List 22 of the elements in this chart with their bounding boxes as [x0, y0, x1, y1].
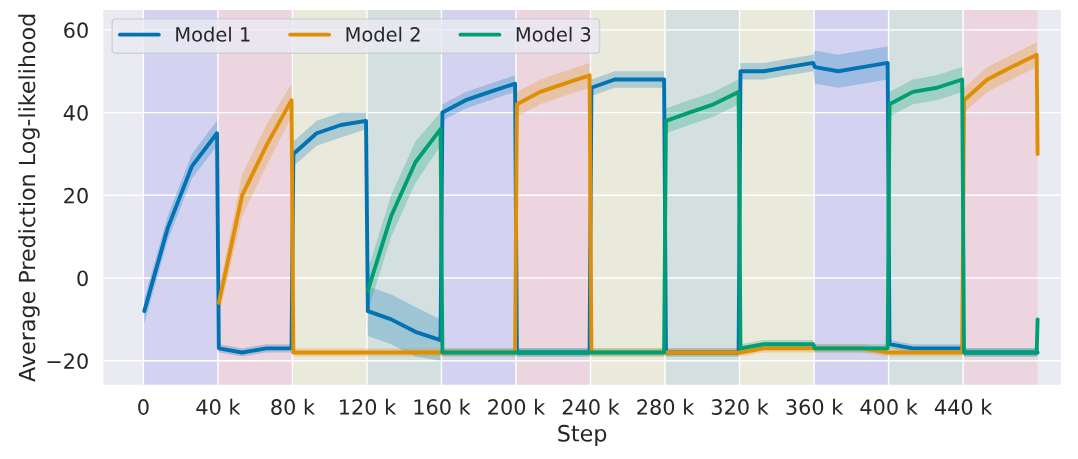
y-tick-label: −20: [47, 353, 88, 369]
x-tick-label: 200 k: [488, 398, 546, 415]
x-tick-label: 320 k: [711, 398, 769, 415]
x-tick-label: 280 k: [637, 398, 695, 415]
y-tick-label: 60: [64, 22, 88, 39]
legend-label: Model 3: [516, 26, 591, 42]
x-axis-title: Step: [558, 424, 607, 446]
y-tick-label: 40: [63, 105, 88, 121]
x-tick-label: 360 k: [786, 398, 844, 415]
y-axis-title: Average Prediction Log-likelihood: [18, 14, 40, 382]
x-tick-label: 80 k: [271, 398, 315, 415]
x-tick-label: 440 k: [934, 398, 993, 415]
y-tick-label: 0: [77, 270, 88, 287]
legend-label: Model 1: [176, 26, 250, 42]
y-tick-label: 20: [64, 187, 88, 204]
x-tick-label: 160 k: [414, 398, 471, 415]
x-tick-label: 40 k: [196, 398, 241, 415]
x-tick-label: 120 k: [340, 398, 397, 415]
x-tick-label: 0: [138, 399, 149, 415]
x-tick-label: 240 k: [562, 398, 620, 415]
legend-label: Model 2: [346, 26, 420, 42]
x-tick-label: 400 k: [860, 398, 918, 415]
